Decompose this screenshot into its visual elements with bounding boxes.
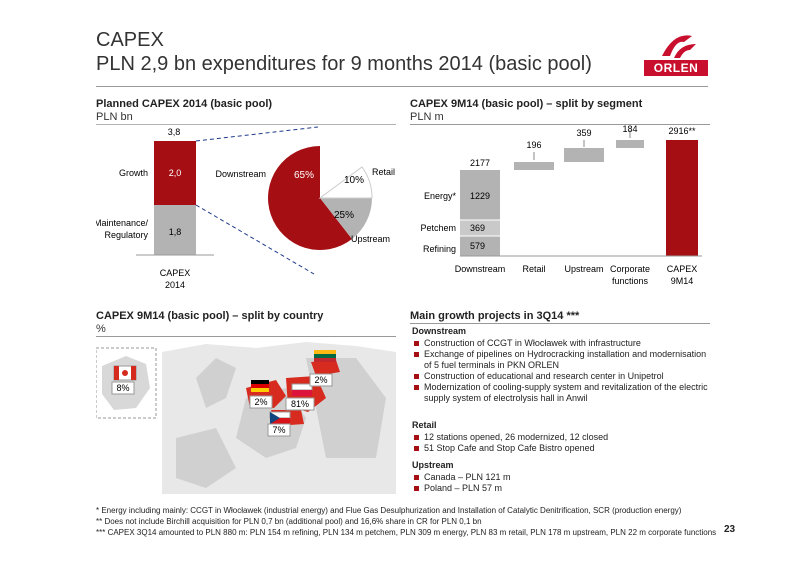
footnote-3: *** CAPEX 3Q14 amounted to PLN 880 m: PL… [96,528,717,537]
canada-pct: 8% [116,383,129,393]
bar-retail [514,162,554,170]
poland-pct: 81% [291,399,309,409]
pie-downstream-pct: 65% [294,170,314,181]
orlen-logo: ORLEN [644,60,708,76]
upstream-list: Canada – PLN 121 m Poland – PLN 57 m [412,472,712,494]
segment-divider [410,124,710,125]
growth-title: Main growth projects in 3Q14 *** [410,310,580,322]
footnote-2: ** Does not include Birchill acquisition… [96,517,482,526]
downstream-total: 2177 [470,158,490,168]
pie-retail-label: Retail [372,167,395,177]
lithuania-shape [311,360,340,376]
czech-pct: 7% [272,425,285,435]
germany-pct-box: 2% [249,395,273,409]
list-item: Canada – PLN 121 m [412,472,712,483]
page-number: 23 [724,524,736,535]
europe-map: 8% 2% 81% 2% 7% [96,342,396,494]
growth-label: Growth [119,168,148,178]
growth-divider [410,323,710,324]
country-divider [96,336,396,337]
list-item: Construction of CCGT in Włocławek with i… [412,338,712,349]
upstream-value: 359 [576,128,591,138]
germany-pct: 2% [254,397,267,407]
pie-downstream-label: Downstream [215,169,266,179]
canada-flag-icon [113,365,137,381]
x-corporate-1: Corporate [610,264,650,274]
pie-downstream [268,146,352,250]
planned-chart: 3,8 2,0 1,8 Growth Maintenance/ Regulato… [96,124,396,290]
segment-unit: PLN m [410,111,444,123]
list-item: 51 Stop Cafe and Stop Cafe Bistro opened [412,443,712,454]
maint-label-1: Maintenance/ [96,218,148,228]
country-title: CAPEX 9M14 (basic pool) – split by count… [96,310,324,322]
pie-upstream [320,198,372,239]
czech-flag-icon [269,411,291,424]
lithuania-pct: 2% [314,375,327,385]
bar-energy [460,170,500,220]
canada-pct-box: 8% [111,381,135,395]
footnote-1: * Energy including mainly: CCGT in Włocł… [96,506,682,515]
growth-bar [154,141,196,205]
capex-total: 2916** [668,126,696,136]
x-downstream: Downstream [455,264,506,274]
header-divider [96,86,708,87]
bar-corporate [616,140,644,148]
x-capex-2: 9M14 [671,276,694,286]
maintenance-bar [154,205,196,255]
bar-refining [460,236,500,256]
x-corporate-2: functions [612,276,649,286]
lithuania-pct-box: 2% [309,373,333,387]
list-item: Modernization of cooling-supply system a… [412,382,712,404]
bar-capex-total [666,140,698,256]
planned-unit: PLN bn [96,111,133,123]
lithuania-flag-icon [314,350,336,362]
downstream-list: Construction of CCGT in Włocławek with i… [412,338,712,404]
planned-total-label: 3,8 [168,127,181,137]
maint-label-2: Regulatory [104,230,148,240]
x-retail: Retail [522,264,545,274]
pie-retail [318,166,373,199]
title-line-1: CAPEX [96,29,164,51]
list-item: Exchange of pipelines on Hydrocracking i… [412,349,712,371]
corporate-value: 184 [622,124,637,134]
list-item: Construction of educational and research… [412,371,712,382]
refining-value: 579 [470,241,485,251]
growth-upstream-head: Upstream [412,460,454,470]
growth-downstream-head: Downstream [412,326,467,336]
orlen-eagle-icon [662,35,696,58]
poland-pct-box: 81% [285,397,315,411]
segment-chart: 2177 1229 369 579 Energy* Petchem Refini… [420,124,702,286]
retail-list: 12 stations opened, 26 modernized, 12 cl… [412,432,712,454]
planned-x-label-2: 2014 [165,280,185,290]
retail-value: 196 [526,140,541,150]
bar-petchem [460,220,500,236]
country-unit: % [96,323,106,335]
list-item: Poland – PLN 57 m [412,483,712,494]
germany-flag-icon [251,380,269,392]
growth-value: 2,0 [169,168,182,178]
pie-upstream-label: Upstream [351,234,390,244]
maintenance-value: 1,8 [169,227,182,237]
page-title: CAPEX PLN 2,9 bn expenditures for 9 mont… [96,28,592,76]
list-item: 12 stations opened, 26 modernized, 12 cl… [412,432,712,443]
x-capex-1: CAPEX [667,264,698,274]
planned-x-label-1: CAPEX [160,268,191,278]
energy-value: 1229 [470,191,490,201]
title-line-2: PLN 2,9 bn expenditures for 9 months 201… [96,53,592,75]
poland-flag-icon [291,383,313,396]
growth-retail-head: Retail [412,420,437,430]
planned-title: Planned CAPEX 2014 (basic pool) [96,98,273,110]
czech-pct-box: 7% [267,423,291,437]
pie-retail-pct: 10% [344,175,364,186]
x-upstream: Upstream [564,264,603,274]
petchem-value: 369 [470,223,485,233]
pie-upstream-pct: 25% [334,210,354,221]
bar-upstream [564,148,604,162]
refining-label: Refining [423,244,456,254]
petchem-label: Petchem [420,223,456,233]
energy-label: Energy* [424,191,457,201]
segment-title: CAPEX 9M14 (basic pool) – split by segme… [410,98,643,110]
